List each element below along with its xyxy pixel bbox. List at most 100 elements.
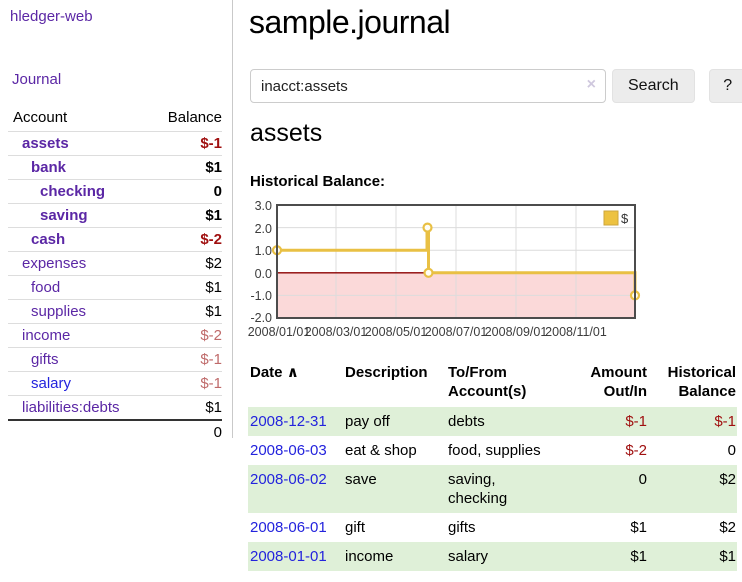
account-link-cash[interactable]: cash <box>31 231 66 248</box>
svg-text:2008/01/01: 2008/01/01 <box>248 325 311 339</box>
register-row: 2008-12-31 pay off debts $-1 $-1 <box>248 407 737 436</box>
account-balance: $1 <box>205 159 222 176</box>
register-header-description: Description <box>345 364 428 381</box>
transaction-accounts: food, supplies <box>448 442 541 459</box>
account-link-liabilities-debts[interactable]: liabilities:debts <box>22 399 120 416</box>
sidebar-item-journal[interactable]: Journal <box>12 71 62 88</box>
accounts-header-account: Account <box>13 109 68 126</box>
chart-border <box>276 204 636 319</box>
legend-label: $ <box>621 211 629 226</box>
account-row: expenses $2 <box>8 252 222 276</box>
svg-text:-2.0: -2.0 <box>250 311 272 325</box>
transaction-date-link[interactable]: 2008-12-31 <box>250 413 327 430</box>
register-table: Date ∧ Description To/From Account(s) Am… <box>248 361 737 571</box>
account-balance: $1 <box>205 303 222 320</box>
accounts-tree-table: Account Balance assets $-1 bank $1 check… <box>8 106 222 444</box>
svg-text:2008/09/01: 2008/09/01 <box>485 325 548 339</box>
search-button[interactable]: Search <box>612 69 695 103</box>
transaction-date-link[interactable]: 2008-01-01 <box>250 548 327 565</box>
transaction-balance: $2 <box>719 471 736 488</box>
account-balance: $1 <box>205 399 222 416</box>
transaction-description: eat & shop <box>345 442 417 459</box>
account-link-assets[interactable]: assets <box>22 135 69 152</box>
help-button[interactable]: ? <box>708 69 742 103</box>
clear-search-icon[interactable]: × <box>586 76 596 93</box>
account-link-income[interactable]: income <box>22 327 71 344</box>
accounts-header-balance: Balance <box>167 109 222 126</box>
svg-text:2008/05/01: 2008/05/01 <box>365 325 428 339</box>
page-title: sample.journal <box>249 4 451 40</box>
account-row: checking 0 <box>8 180 222 204</box>
register-header-balance: Historical Balance <box>667 364 736 400</box>
accounts-total-row: 0 <box>8 420 222 444</box>
account-link-bank[interactable]: bank <box>31 159 67 176</box>
transaction-amount: $1 <box>630 548 647 565</box>
account-link-food[interactable]: food <box>31 279 61 296</box>
account-row: liabilities:debts $1 <box>8 396 222 420</box>
chart-legend: $ <box>603 210 629 226</box>
account-link-supplies[interactable]: supplies <box>31 303 87 320</box>
accounts-total-spacer <box>8 420 152 444</box>
search-input[interactable] <box>250 69 606 103</box>
chart-y-axis-labels: 3.0 2.0 1.0 0.0 -1.0 -2.0 <box>250 199 272 325</box>
svg-text:2008/03/01: 2008/03/01 <box>305 325 368 339</box>
account-row: bank $1 <box>8 156 222 180</box>
account-link-expenses[interactable]: expenses <box>22 255 87 272</box>
register-row: 2008-06-02 save saving, checking 0 $2 <box>248 465 737 513</box>
account-row: assets $-1 <box>8 132 222 156</box>
accounts-total-balance: 0 <box>213 424 222 441</box>
account-balance: $-1 <box>200 375 222 392</box>
account-balance: $-2 <box>200 327 222 344</box>
transaction-description: gift <box>345 519 366 536</box>
transaction-date-link[interactable]: 2008-06-03 <box>250 442 327 459</box>
transaction-amount: 0 <box>638 471 647 488</box>
transaction-accounts: saving, checking <box>448 471 508 507</box>
app-brand-link[interactable]: hledger-web <box>10 8 93 25</box>
transaction-amount: $-1 <box>625 413 647 430</box>
svg-text:2008/11/01: 2008/11/01 <box>545 325 607 339</box>
sidebar: hledger-web Journal Account Balance asse… <box>0 0 233 441</box>
sort-ascending-icon: ∧ <box>286 364 299 381</box>
transaction-amount: $-2 <box>625 442 647 459</box>
account-link-checking[interactable]: checking <box>40 183 106 200</box>
transaction-balance: 0 <box>727 442 736 459</box>
legend-swatch-icon <box>603 210 619 226</box>
account-balance: $1 <box>205 207 222 224</box>
register-header-accounts: To/From Account(s) <box>448 364 527 400</box>
transaction-description: save <box>345 471 377 488</box>
transaction-date-link[interactable]: 2008-06-01 <box>250 519 327 536</box>
transaction-date-link[interactable]: 2008-06-02 <box>250 471 327 488</box>
register-header-amount: Amount Out/In <box>590 364 647 400</box>
svg-text:2.0: 2.0 <box>255 222 272 236</box>
chart-title: Historical Balance: <box>250 173 386 190</box>
accounts-header-row: Account Balance <box>8 106 222 132</box>
account-balance: $-1 <box>200 351 222 368</box>
register-header-row: Date ∧ Description To/From Account(s) Am… <box>248 361 737 407</box>
account-link-gifts[interactable]: gifts <box>31 351 59 368</box>
transaction-description: pay off <box>345 413 390 430</box>
account-heading: assets <box>250 119 323 147</box>
account-row: salary $-1 <box>8 372 222 396</box>
account-row: supplies $1 <box>8 300 222 324</box>
transaction-description: income <box>345 548 394 565</box>
register-row: 2008-01-01 income salary $1 $1 <box>248 542 737 571</box>
svg-text:3.0: 3.0 <box>255 199 272 213</box>
search-input-wrap: × <box>250 69 606 103</box>
account-row: food $1 <box>8 276 222 300</box>
transaction-accounts: debts <box>448 413 485 430</box>
transaction-balance: $1 <box>719 548 736 565</box>
account-row: cash $-2 <box>8 228 222 252</box>
account-row: saving $1 <box>8 204 222 228</box>
account-link-saving[interactable]: saving <box>40 207 88 224</box>
account-row: income $-2 <box>8 324 222 348</box>
svg-text:1.0: 1.0 <box>255 244 272 258</box>
svg-text:2008/07/01: 2008/07/01 <box>425 325 488 339</box>
transaction-balance: $-1 <box>714 413 736 430</box>
account-balance: $-2 <box>200 231 222 248</box>
transaction-accounts: gifts <box>448 519 476 536</box>
register-header-date[interactable]: Date ∧ <box>248 361 345 407</box>
account-link-salary[interactable]: salary <box>31 375 72 392</box>
account-balance: $1 <box>205 279 222 296</box>
register-row: 2008-06-03 eat & shop food, supplies $-2… <box>248 436 737 465</box>
account-row: gifts $-1 <box>8 348 222 372</box>
